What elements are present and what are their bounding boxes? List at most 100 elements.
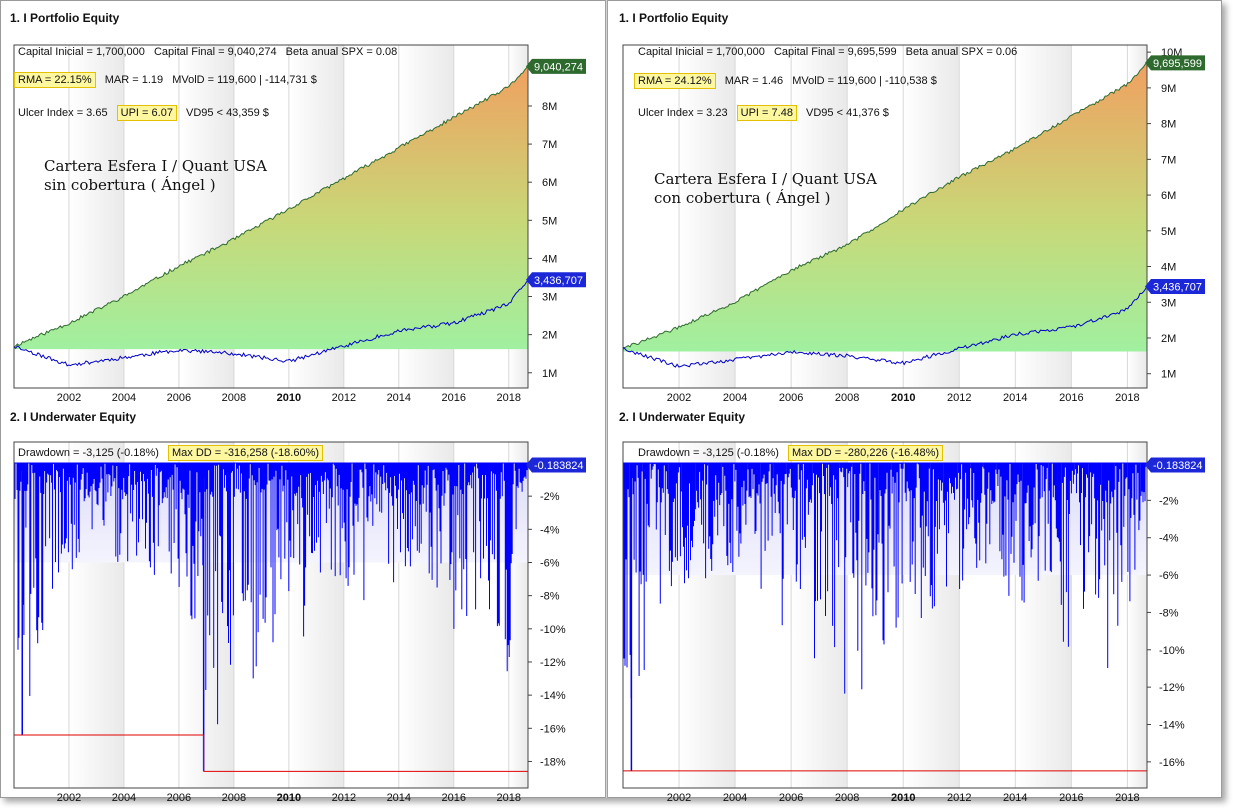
y-tick-label: -12% (540, 657, 566, 669)
stats-row-1: Capital Inicial = 1,700,000 Capital Fina… (18, 46, 403, 58)
spx-line (622, 285, 1148, 368)
max-dd-badge: Max DD = -280,226 (-16.48%) (788, 445, 944, 461)
underwater-pane-title: 2. I Underwater Equity (10, 410, 137, 424)
spx-last-value-label: 3,436,707 (534, 275, 583, 287)
strategy-caption: Cartera Esfera I / Quant USA sin cobertu… (44, 157, 267, 195)
y-tick-label: -12% (1159, 682, 1185, 694)
x-tick-label: 2002 (57, 392, 81, 404)
drawdown-value: Drawdown = -3,125 (-0.18%) (18, 447, 159, 459)
y-tick-label: 7M (1161, 154, 1176, 166)
x-tick-label: 2018 (1115, 792, 1139, 804)
y-tick-label: -16% (1159, 757, 1185, 769)
x-tick-label: 2010 (891, 792, 915, 804)
y-tick-label: -16% (540, 723, 566, 735)
spx-last-value-label: 3,436,707 (1153, 282, 1202, 294)
stats-row-1: Capital Inicial = 1,700,000 Capital Fina… (638, 46, 1023, 58)
strategy-caption: Cartera Esfera I / Quant USA con cobertu… (654, 170, 877, 208)
y-tick-label: 1M (542, 368, 557, 380)
mar-value: MAR = 1.46 (724, 75, 784, 87)
y-tick-label: -2% (540, 491, 560, 503)
x-tick-label: 2008 (835, 792, 859, 804)
x-tick-label: 2016 (442, 792, 466, 804)
mvoid-value: MVolD = 119,600 | -114,731 $ (172, 74, 317, 86)
plot-border (622, 44, 1148, 389)
x-tick-label: 2016 (1059, 792, 1083, 804)
y-tick-label: 1M (1161, 369, 1176, 381)
y-tick-label: -2% (1159, 495, 1179, 507)
right-pane: 1. I Portfolio Equity 2002 2004 2006 2008 20… (609, 0, 1221, 804)
equity-chart: 2002 2004 2006 2008 2010 2012 2014 2016 2018 1M 2M… (13, 44, 586, 404)
y-tick-label: 4M (542, 253, 557, 265)
y-tick-label: 5M (542, 215, 557, 227)
y-tick-label: -4% (1159, 533, 1179, 545)
equity-area (623, 62, 1147, 352)
x-tick-label: 2004 (112, 392, 136, 404)
x-tick-label: 2006 (167, 792, 191, 804)
x-tick-label: 2004 (723, 392, 747, 404)
beta-spx: Beta anual SPX = 0.08 (285, 46, 398, 58)
y-tick-label: -6% (1159, 570, 1179, 582)
drawdown-last-value-label: -0.183824 (534, 460, 584, 472)
y-tick-label: -10% (1159, 645, 1185, 657)
caption-line-2: con cobertura ( Ángel ) (654, 189, 831, 207)
x-tick-label: 2010 (277, 792, 301, 804)
x-tick-label: 2014 (1003, 792, 1027, 804)
x-tick-label: 2012 (332, 392, 356, 404)
equity-chart: 2002 2004 2006 2008 2010 2012 2014 2016 2018 1M 2M… (622, 44, 1205, 404)
drawdown-stats: Drawdown = -3,125 (-0.18%) Max DD = -316… (18, 445, 329, 461)
y-tick-label: 6M (542, 177, 557, 189)
capital-inicial: Capital Inicial = 1,700,000 (638, 46, 765, 58)
y-tick-label: -14% (1159, 719, 1185, 731)
y-tick-label: 2M (1161, 333, 1176, 345)
ulcer-index: Ulcer Index = 3.65 (18, 107, 108, 119)
x-tick-label: 2018 (497, 792, 521, 804)
x-tick-label: 2012 (332, 792, 356, 804)
x-tick-label: 2008 (835, 392, 859, 404)
x-tick-label: 2016 (442, 392, 466, 404)
x-tick-label: 2006 (779, 792, 803, 804)
drawdown-stats: Drawdown = -3,125 (-0.18%) Max DD = -280… (638, 445, 949, 461)
y-tick-label: -14% (540, 690, 566, 702)
drawdown-value: Drawdown = -3,125 (-0.18%) (638, 447, 779, 459)
x-tick-label: 2008 (222, 792, 246, 804)
rma-badge: RMA = 24.12% (634, 73, 716, 89)
mar-value: MAR = 1.19 (104, 74, 164, 86)
pane-separator[interactable] (605, 0, 608, 798)
x-tick-label: 2018 (1115, 392, 1139, 404)
caption-line-2: sin cobertura ( Ángel ) (44, 176, 216, 194)
drawdown-last-value-label-bg (526, 457, 586, 473)
drawdown-spikes (622, 462, 1148, 699)
y-tick-label: -4% (540, 524, 560, 536)
capital-final: Capital Final = 9,695,599 (773, 46, 897, 58)
x-tick-label: 2004 (723, 792, 747, 804)
x-tick-label: 2014 (387, 792, 411, 804)
y-tick-label: 6M (1161, 190, 1176, 202)
x-tick-label: 2006 (167, 392, 191, 404)
left-pane: 1. I Portfolio Equity 2002 2004 2006 2008 20… (0, 0, 604, 804)
x-tick-label: 2014 (387, 392, 411, 404)
equity-last-value-label-bg (526, 58, 586, 74)
x-tick-label: 2006 (779, 392, 803, 404)
beta-spx: Beta anual SPX = 0.06 (905, 46, 1018, 58)
plot-border (13, 441, 529, 789)
stats-row-3: Ulcer Index = 3.23 UPI = 7.48 VD95 < 41,… (638, 105, 895, 121)
y-tick-label: 2M (542, 330, 557, 342)
drawdown-last-value-label: -0.183824 (1153, 460, 1203, 472)
y-tick-label: -6% (540, 557, 560, 569)
x-tick-label: 2016 (1059, 392, 1083, 404)
drawdown-last-value-label-bg (1145, 457, 1205, 473)
caption-line-1: Cartera Esfera I / Quant USA (654, 170, 877, 188)
spx-last-value-label-bg (1145, 279, 1205, 295)
y-tick-label: 5M (1161, 226, 1176, 238)
x-tick-label: 2004 (112, 792, 136, 804)
y-tick-label: -18% (540, 756, 566, 768)
underwater-chart: 2002 2004 2006 2008 2010 2012 2014 2016 2018 -2% -… (622, 441, 1205, 804)
y-tick-label: 8M (1161, 119, 1176, 131)
equity-last-value-label: 9,695,599 (1153, 58, 1202, 70)
x-tick-label: 2010 (891, 392, 915, 404)
x-tick-label: 2002 (667, 792, 691, 804)
y-tick-label: 4M (1161, 262, 1176, 274)
y-tick-label: 8M (542, 101, 557, 113)
ulcer-index: Ulcer Index = 3.23 (638, 107, 728, 119)
capital-inicial: Capital Inicial = 1,700,000 (18, 46, 145, 58)
